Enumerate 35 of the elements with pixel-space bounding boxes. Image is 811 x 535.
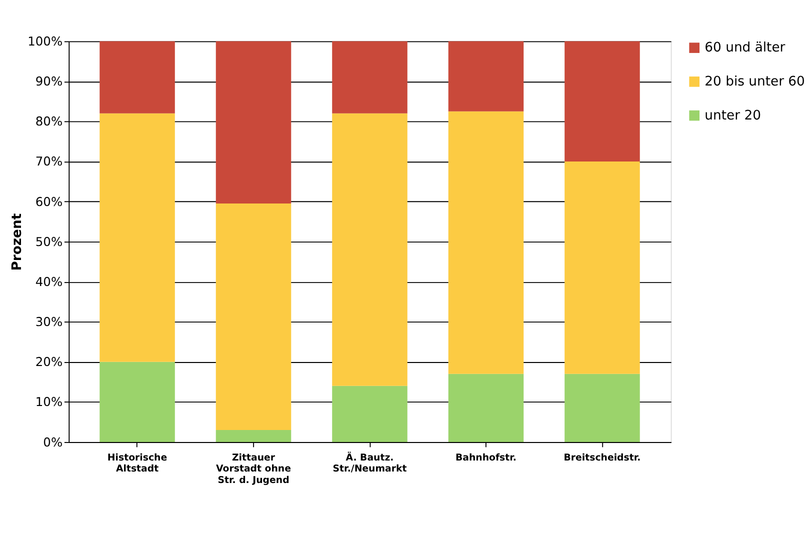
bar (216, 430, 292, 442)
x-tick-label: Breitscheidstr. (564, 452, 641, 464)
bar (564, 41, 640, 162)
y-tick-label: 30% (35, 315, 63, 330)
bar (448, 374, 524, 442)
bar (332, 386, 408, 442)
y-tick-label: 10% (35, 395, 63, 410)
y-tick-label: 50% (35, 234, 63, 249)
bar (216, 204, 292, 430)
y-tick-label: 60% (35, 194, 63, 209)
legend-label: 60 und älter (704, 40, 786, 56)
y-tick-label: 40% (35, 274, 63, 289)
bar (332, 41, 408, 114)
legend-label: 20 bis unter 60 (704, 74, 805, 90)
x-tick-label: Historische Altstadt (107, 452, 168, 475)
y-tick-label: 0% (43, 435, 63, 450)
y-tick-label: 20% (35, 355, 63, 370)
y-tick-label: 100% (28, 34, 63, 48)
y-tick-label: 80% (35, 114, 63, 129)
x-tick-label: Zittauer Vorstadt ohne Str. d. Jugend (216, 452, 291, 486)
y-axis-title: Prozent (10, 213, 26, 271)
bar (216, 41, 292, 204)
y-tick-label: 70% (35, 154, 63, 169)
bar (332, 113, 408, 386)
y-tick-label: 90% (35, 74, 63, 89)
bar (448, 41, 524, 112)
x-tick-label: Bahnhofstr. (455, 452, 517, 464)
bar (448, 111, 524, 374)
bar (100, 41, 175, 114)
bar (564, 374, 640, 442)
bar (100, 362, 175, 442)
legend-label: unter 20 (704, 108, 761, 124)
bar (100, 113, 175, 362)
x-tick-label: Ä. Bautz. Str./Neumarkt (332, 451, 408, 475)
bar (564, 161, 640, 374)
